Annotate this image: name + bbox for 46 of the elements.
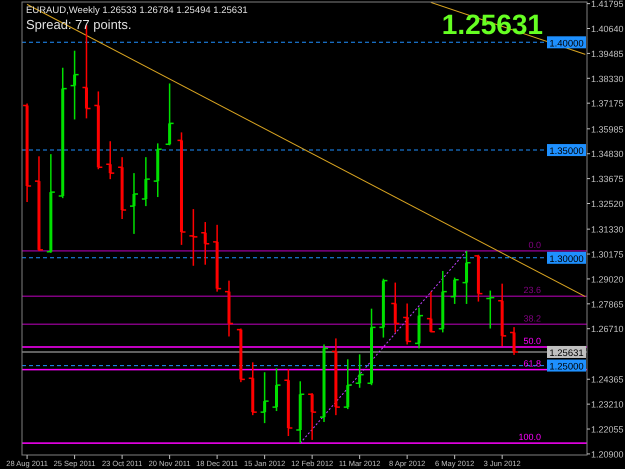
candlestick xyxy=(166,82,174,146)
y-tick-label: 1.29020 xyxy=(591,274,624,284)
annotation: Spread: 77 points. xyxy=(26,17,132,32)
y-tick-label: 1.20900 xyxy=(591,449,624,460)
ref-line-label: 1.35000 xyxy=(549,146,584,158)
y-tick-label: 1.41795 xyxy=(591,0,624,10)
y-tick-label: 1.39485 xyxy=(591,48,624,59)
candlestick xyxy=(450,276,459,305)
y-tick-label: 1.22055 xyxy=(591,424,624,435)
ref-line-label: 23.6 xyxy=(523,285,541,296)
ref-line-label: 0.0 xyxy=(528,240,541,250)
y-tick-label: 1.35985 xyxy=(591,124,624,134)
ref-line-label: 1.25631 xyxy=(549,348,584,359)
candlestick xyxy=(462,250,471,305)
ref-line-label: 1.25000 xyxy=(549,362,584,373)
candlestick xyxy=(260,371,269,424)
y-tick-label: 1.23210 xyxy=(591,400,624,410)
candlestick xyxy=(272,368,281,412)
ref-line-label: 38.2 xyxy=(523,313,541,324)
ref-line-label: 50.0 xyxy=(523,336,541,346)
y-tick-label: 1.30175 xyxy=(591,250,624,260)
candlestick xyxy=(106,140,114,180)
y-tick-label: 1.31330 xyxy=(591,224,624,235)
y-tick-label: 1.32520 xyxy=(591,199,624,209)
candlestick xyxy=(308,392,316,441)
y-tick-label: 1.38330 xyxy=(591,74,624,84)
candlestick xyxy=(510,326,518,356)
ref-line-label: 61.8 xyxy=(523,358,541,369)
y-tick-label: 1.37175 xyxy=(591,98,624,109)
candlestick xyxy=(142,156,150,207)
ref-line-label: 1.40000 xyxy=(549,38,584,50)
candlestick xyxy=(391,282,400,334)
candlestick xyxy=(356,354,364,389)
candlestick xyxy=(130,172,138,235)
candlestick xyxy=(344,358,352,410)
candlestick xyxy=(426,290,435,334)
y-tick-label: 1.34830 xyxy=(591,149,624,160)
y-tick-label: 1.24365 xyxy=(591,374,624,385)
ref-line-label: 1.30000 xyxy=(549,254,584,265)
y-tick-label: 1.33675 xyxy=(591,174,624,184)
y-tick-label: 1.27865 xyxy=(591,299,624,310)
candlestick xyxy=(70,50,79,120)
candlestick xyxy=(201,221,210,266)
y-tick-label: 1.26710 xyxy=(591,324,624,334)
ref-line-label: 100.0 xyxy=(518,432,541,442)
y-tick-label: 1.40640 xyxy=(591,24,624,34)
